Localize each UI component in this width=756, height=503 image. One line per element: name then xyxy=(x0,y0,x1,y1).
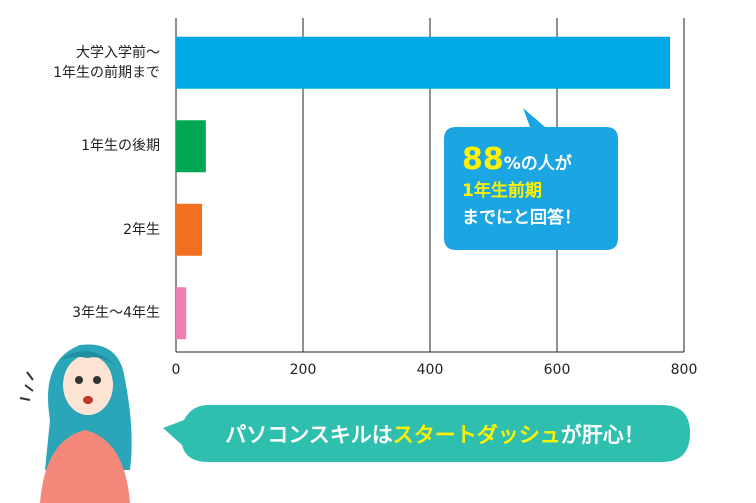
x-tick-label: 800 xyxy=(671,362,698,378)
banner: パソコンスキルは スタートダッシュ が肝心！ xyxy=(180,405,690,462)
bar xyxy=(176,287,187,340)
y-tick-label: 1年生の後期 xyxy=(81,138,160,155)
callout-bubble xyxy=(444,108,618,250)
x-tick-label: 400 xyxy=(417,362,444,378)
banner-text: パソコンスキルは xyxy=(225,422,393,447)
banner-text: が肝心！ xyxy=(560,422,645,447)
y-tick-label: 2年生 xyxy=(123,221,160,238)
callout-number: 88 xyxy=(462,141,504,177)
banner-highlight: スタートダッシュ xyxy=(392,422,561,447)
y-tick-label: 大学入学前～ 1年生の前期まで xyxy=(53,44,160,81)
bar xyxy=(176,203,203,256)
bar xyxy=(176,36,671,89)
x-tick-label: 600 xyxy=(544,362,571,378)
bar xyxy=(176,120,206,173)
callout-text: %の人が xyxy=(503,153,572,174)
illustration xyxy=(19,344,132,503)
banner-bubble xyxy=(163,405,690,462)
callout: 88%の人が 1年生前期 までにと回答！ xyxy=(444,127,618,250)
callout-text: までにと回答！ xyxy=(462,207,581,228)
callout-highlight: 1年生前期 xyxy=(462,180,542,201)
y-tick-label: 3年生～4年生 xyxy=(72,305,160,322)
x-tick-label: 200 xyxy=(290,362,317,378)
x-tick-label: 0 xyxy=(172,362,181,378)
